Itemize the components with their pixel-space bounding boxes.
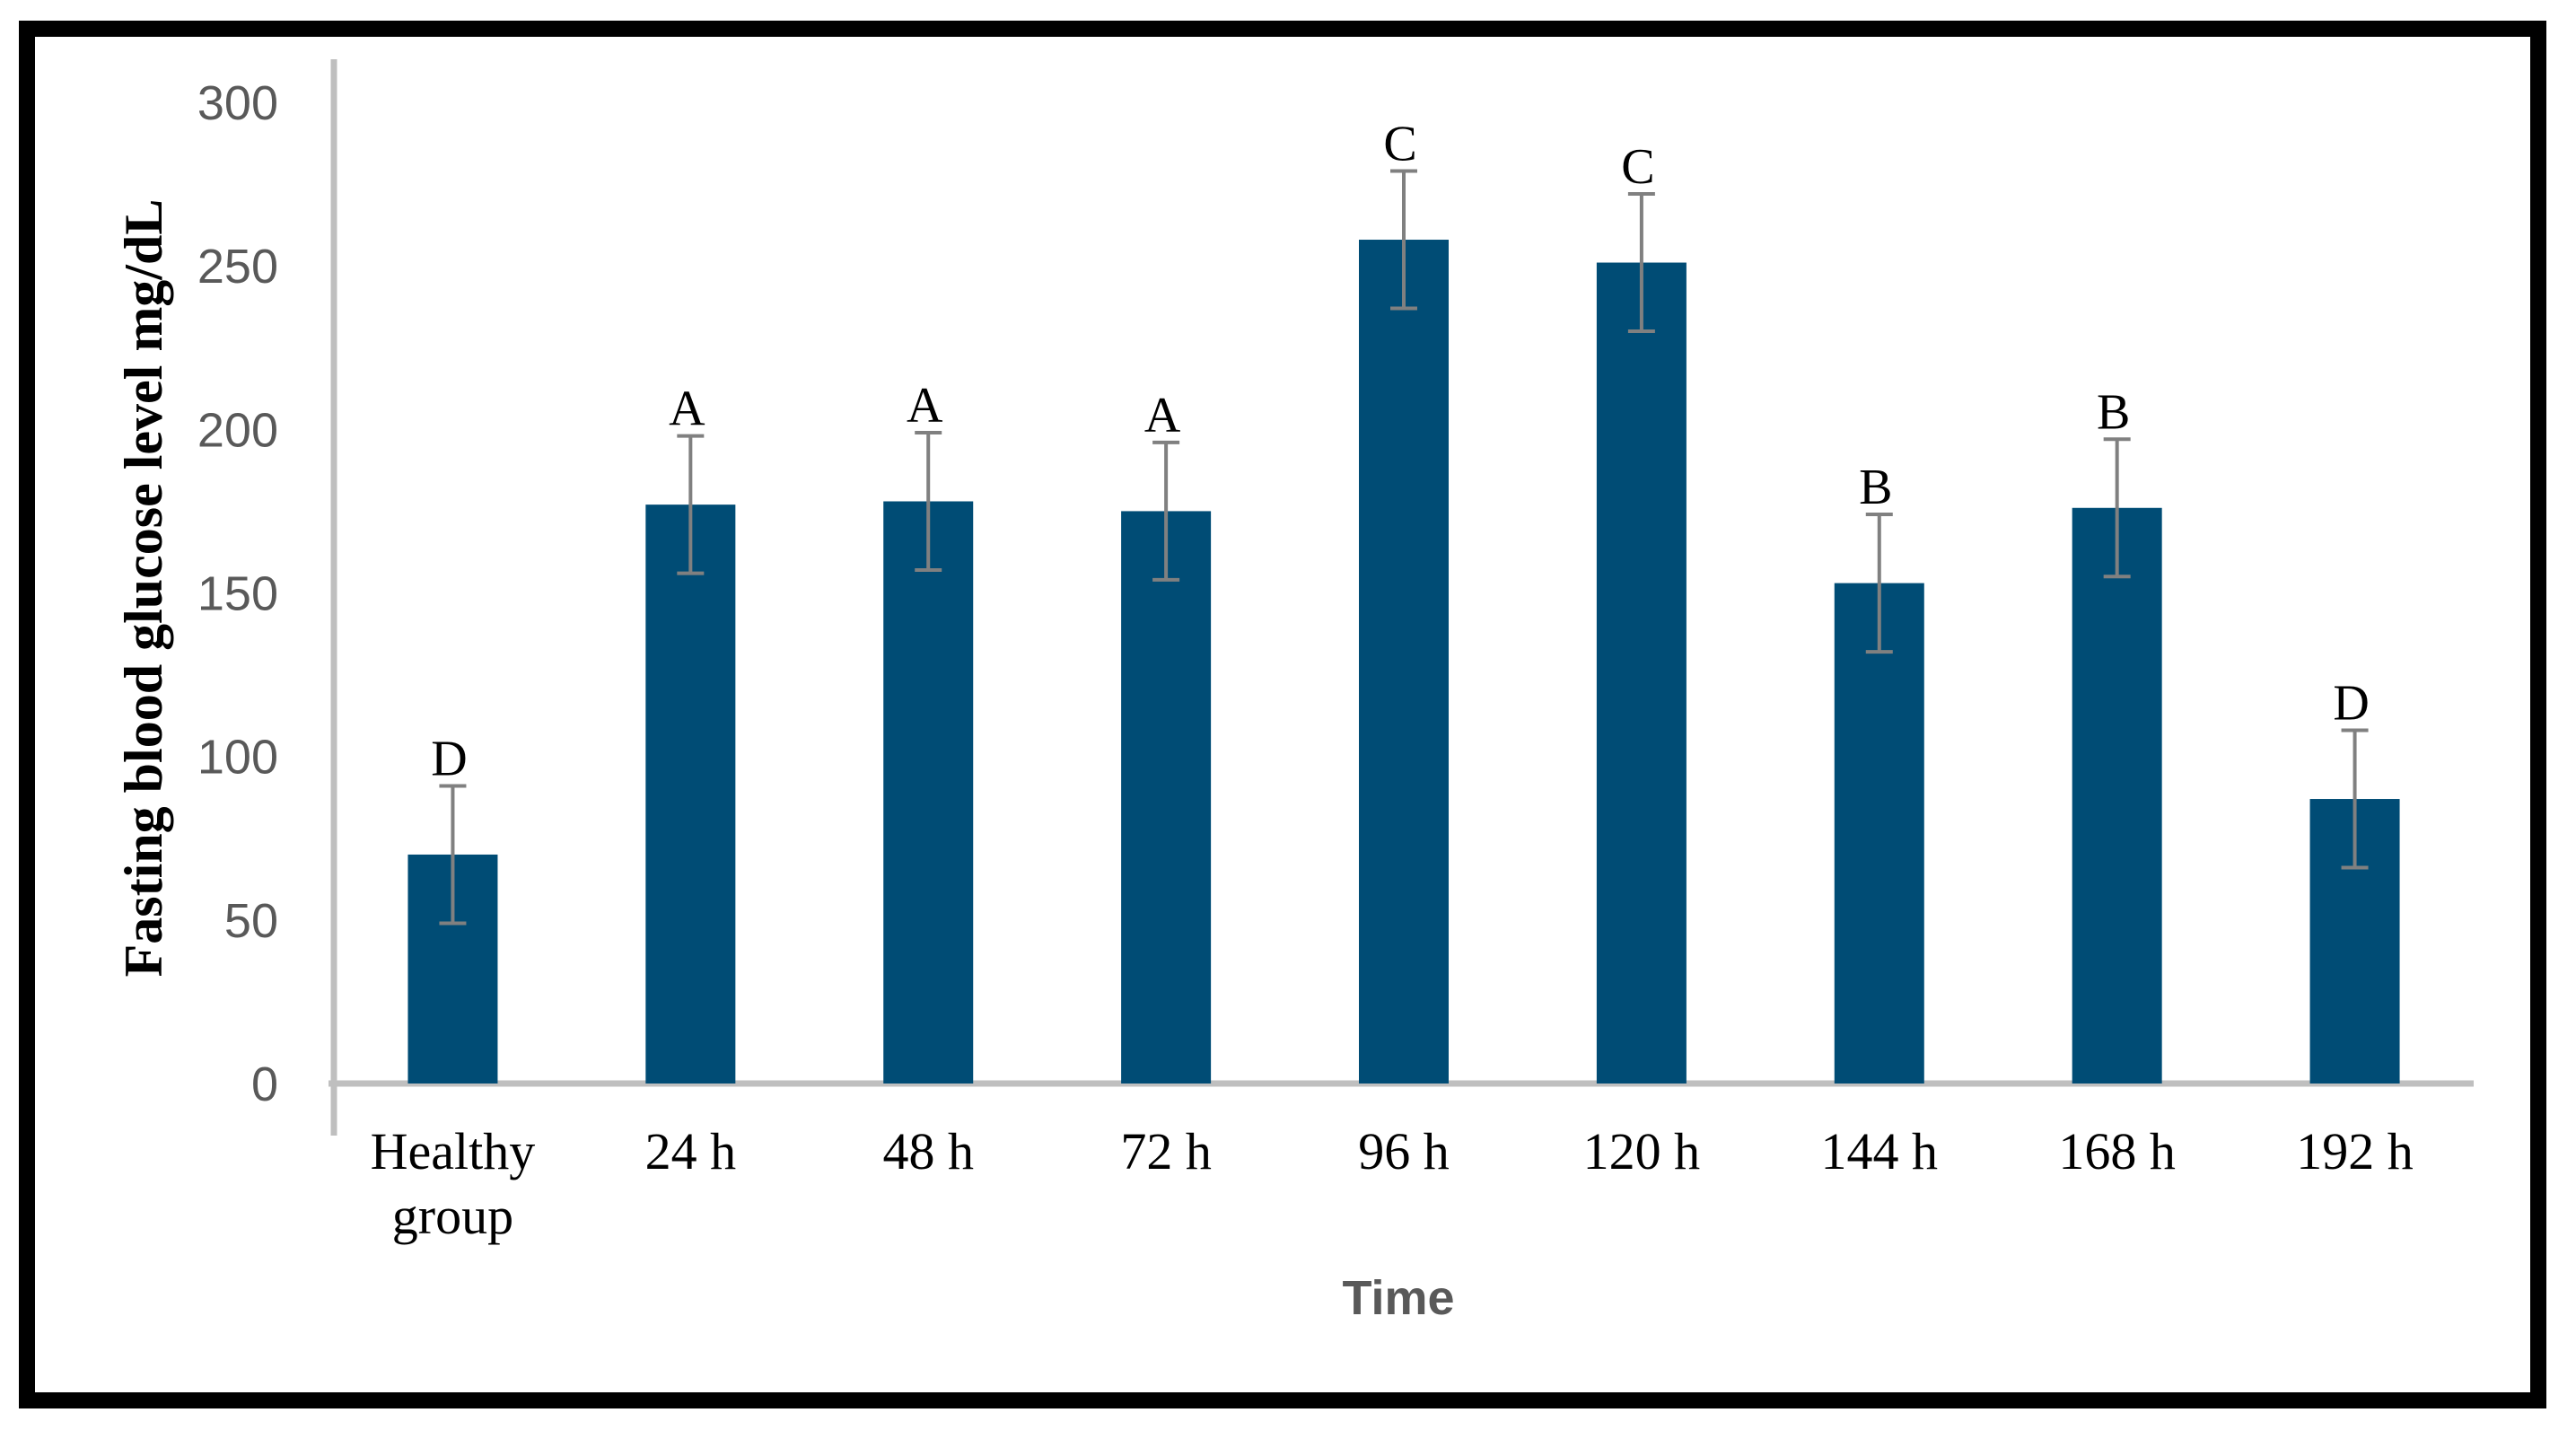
x-tick-label: 48 h bbox=[882, 1122, 974, 1180]
bar bbox=[1121, 511, 1212, 1084]
y-axis-title: Fasting blood glucose level mg/dL bbox=[114, 199, 173, 978]
significance-letter: A bbox=[669, 382, 705, 437]
y-tick-label: 200 bbox=[197, 403, 278, 457]
y-tick-label: 50 bbox=[224, 894, 278, 948]
x-tick-label: 96 h bbox=[1358, 1122, 1450, 1180]
x-tick-label: 120 h bbox=[1583, 1122, 1701, 1180]
x-tick-label: 168 h bbox=[2058, 1122, 2176, 1180]
bar bbox=[645, 505, 736, 1084]
bar bbox=[1596, 262, 1687, 1084]
y-tick-label: 0 bbox=[251, 1057, 278, 1111]
y-tick-label: 150 bbox=[197, 567, 278, 621]
significance-letter: C bbox=[1383, 117, 1416, 172]
x-tick-label: group bbox=[392, 1187, 513, 1245]
significance-letter: B bbox=[1859, 460, 1892, 515]
significance-letter: D bbox=[431, 731, 467, 786]
x-tick-label: 72 h bbox=[1120, 1122, 1212, 1180]
x-tick-label: 144 h bbox=[1821, 1122, 1939, 1180]
x-axis-title: Time bbox=[1342, 1271, 1454, 1325]
x-tick-label: 192 h bbox=[2296, 1122, 2414, 1180]
bar bbox=[2072, 507, 2162, 1084]
x-tick-label: 24 h bbox=[645, 1122, 737, 1180]
y-tick-label: 300 bbox=[197, 76, 278, 130]
significance-letter: B bbox=[2097, 384, 2130, 440]
y-tick-label: 100 bbox=[197, 731, 278, 785]
significance-letter: A bbox=[1144, 388, 1181, 443]
significance-letter: D bbox=[2333, 676, 2369, 732]
bar bbox=[1834, 583, 1924, 1084]
bar bbox=[1359, 240, 1449, 1084]
significance-letter: C bbox=[1621, 139, 1654, 195]
bar bbox=[883, 501, 974, 1084]
plot-area: 0 50 100 150 200 250 300 D Healthy group A 24 h A 48 … bbox=[197, 59, 2474, 1245]
y-tick-label: 250 bbox=[197, 240, 278, 294]
x-tick-label: Healthy bbox=[371, 1122, 536, 1180]
significance-letter: A bbox=[907, 378, 943, 434]
